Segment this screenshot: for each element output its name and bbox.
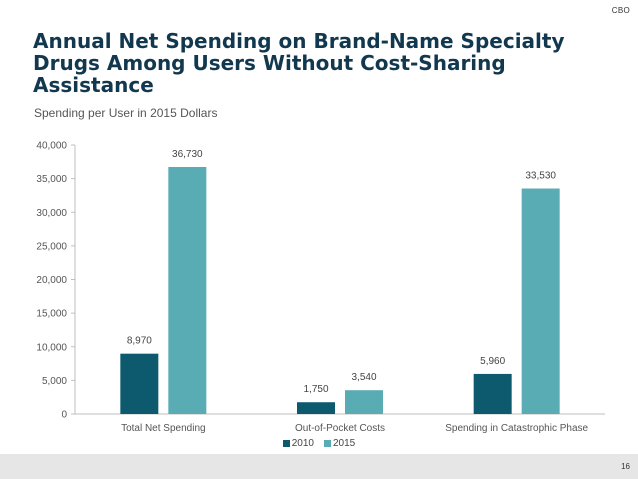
footer-bar: 16 [0, 454, 638, 479]
chart-subtitle: Spending per User in 2015 Dollars [34, 106, 218, 120]
bar-2015 [521, 188, 560, 414]
x-category-label: Total Net Spending [121, 423, 206, 434]
legend-item-2015: 2015 [324, 438, 355, 449]
chart-title: Annual Net Spending on Brand-Name Specia… [33, 29, 565, 97]
bar-2010 [120, 353, 159, 414]
bar-2010 [473, 373, 512, 414]
bar-2015 [345, 390, 383, 414]
legend-label-2010: 2010 [291, 438, 314, 449]
bar-value-label: 33,530 [525, 171, 556, 182]
page-number: 16 [621, 462, 630, 471]
bar-value-label: 36,730 [172, 149, 203, 160]
y-tick-label: 10,000 [36, 342, 67, 353]
bar-value-label: 5,960 [480, 356, 505, 367]
bar-value-label: 3,540 [351, 372, 376, 383]
x-category-label: Out-of-Pocket Costs [295, 423, 385, 434]
y-tick-label: 35,000 [36, 174, 67, 185]
x-category-label: Spending in Catastrophic Phase [445, 423, 588, 434]
org-label: CBO [611, 6, 630, 15]
legend: 2010 2015 [0, 438, 638, 449]
legend-swatch-2010 [282, 440, 290, 447]
y-tick-label: 30,000 [36, 208, 67, 219]
legend-item-2010: 2010 [282, 438, 314, 449]
bar-value-label: 1,750 [303, 384, 328, 395]
y-tick-label: 25,000 [36, 241, 67, 252]
bar-chart: 0 5,000 10,000 15,000 20,000 25,000 30,000 35,0… [36, 141, 605, 434]
y-tick-label: 15,000 [36, 309, 67, 320]
y-tick-label: 40,000 [36, 141, 67, 152]
y-tick-label: 5,000 [42, 376, 67, 387]
bar-value-label: 8,970 [127, 336, 152, 347]
bar-2015 [168, 166, 207, 414]
legend-label-2015: 2015 [333, 438, 356, 449]
y-tick-label: 0 [61, 410, 67, 421]
bar-2010 [297, 402, 335, 414]
y-tick-label: 20,000 [36, 275, 67, 286]
legend-swatch-2015 [324, 440, 331, 447]
